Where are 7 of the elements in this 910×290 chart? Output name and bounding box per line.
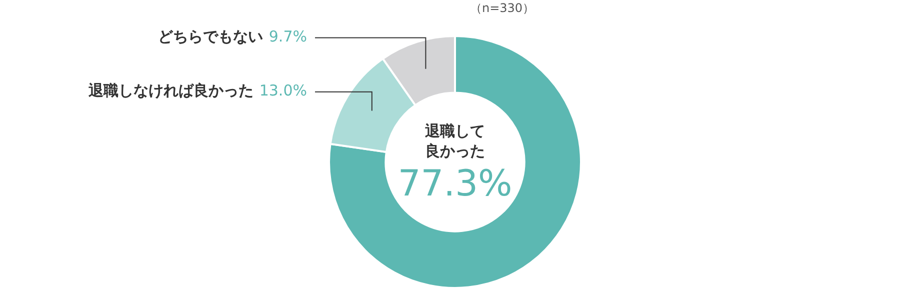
text: （n=330） xyxy=(470,0,535,17)
slice-label: 退職して良かった xyxy=(424,122,485,160)
data-label: 9.7% xyxy=(268,28,307,46)
slice-label: 退職しなければ良かった xyxy=(87,82,254,100)
data-label: 77.3% xyxy=(398,163,512,204)
slice-label: どちらでもない xyxy=(158,28,263,46)
data-label: 13.0% xyxy=(259,82,307,100)
